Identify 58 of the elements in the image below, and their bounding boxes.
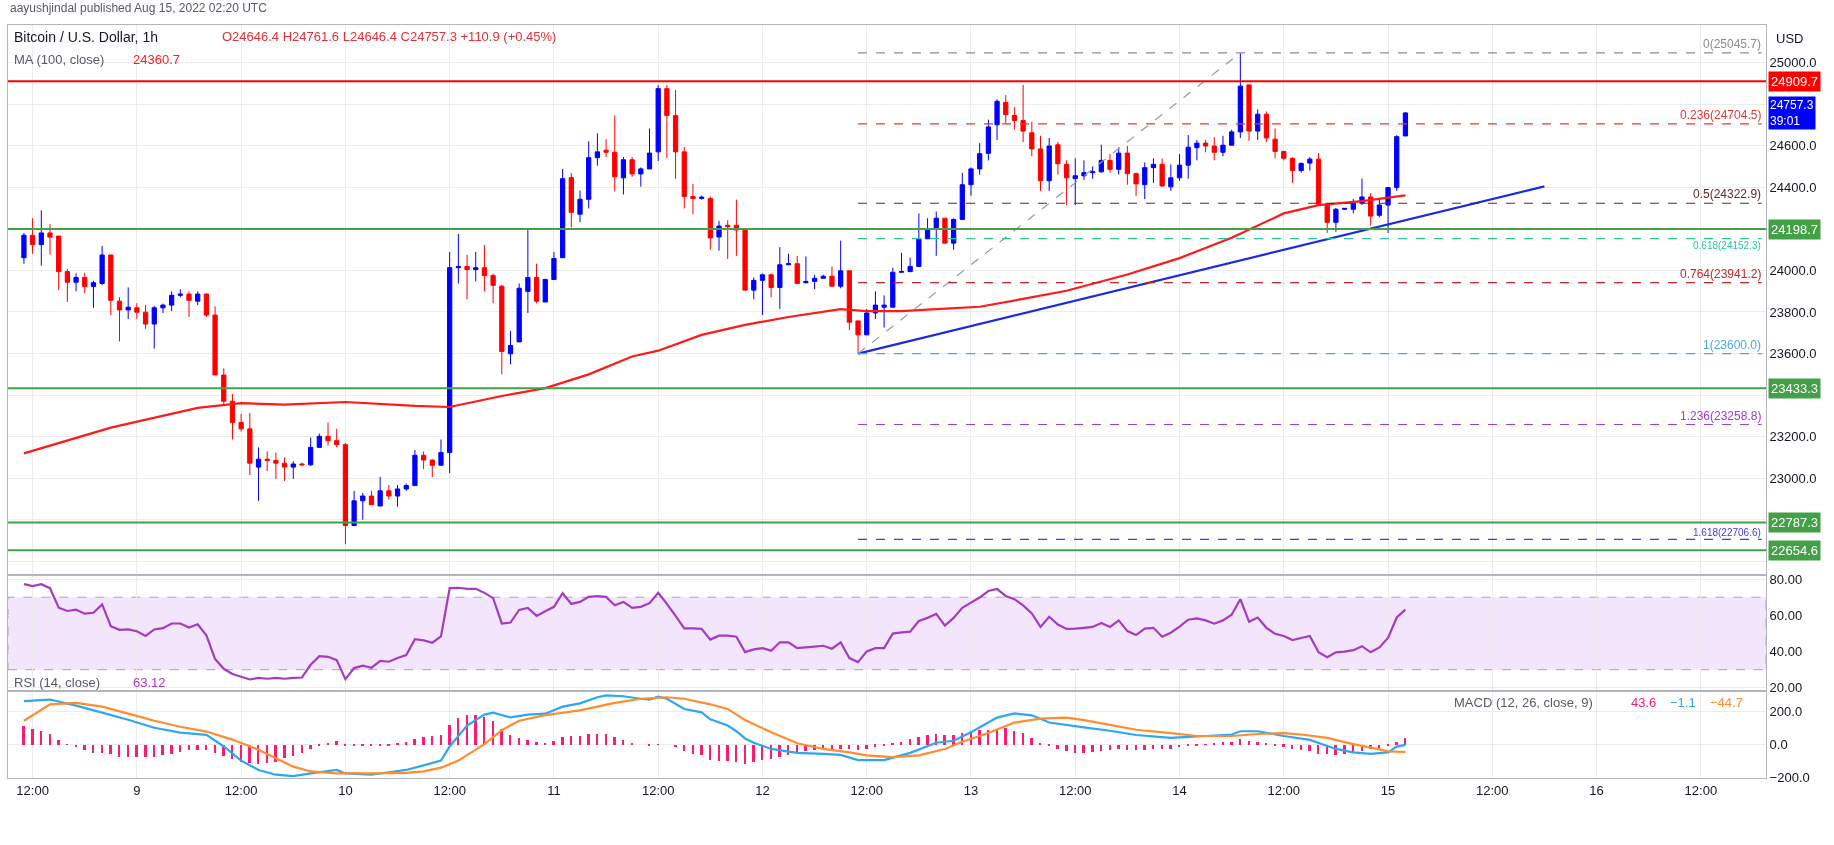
x-tick-label: 12 — [755, 782, 770, 798]
y-tick-label: 23800.0 — [1769, 304, 1817, 320]
chart-subtitle: O24646.4 H24761.6 L24646.4 C24757.3 +110.9 (+0.45%) — [222, 29, 557, 44]
y-tick-label: 200.0 — [1769, 704, 1803, 720]
y-tick-label: 20.00 — [1769, 680, 1803, 696]
annotation: −44.7 — [1710, 695, 1743, 710]
series-label: 0.618(24152.3) — [1693, 240, 1761, 251]
annotation: 24360.7 — [133, 52, 180, 67]
y-tick-label: 23600.0 — [1769, 346, 1817, 362]
x-tick-label: 12:00 — [224, 782, 258, 798]
text: aayushjindal published Aug 15, 2022 02:20 UTC — [10, 1, 268, 15]
ref-line-label: 22787.3 — [1771, 515, 1818, 530]
series-label: 0.764(23941.2) — [1680, 267, 1762, 281]
ref-line-label: 24909.7 — [1771, 74, 1818, 89]
y-tick-label: 0.0 — [1769, 737, 1788, 753]
x-tick-label: 10 — [338, 782, 353, 798]
x-tick-label: 9 — [133, 782, 141, 798]
y-tick-label: 80.00 — [1769, 571, 1803, 587]
y-tick-label: 24000.0 — [1769, 262, 1817, 278]
x-tick-label: 12:00 — [16, 782, 49, 798]
annotation: 43.6 — [1631, 695, 1657, 710]
series-label: 1.618(22706.6) — [1693, 527, 1761, 538]
x-tick-label: 11 — [547, 782, 561, 798]
ref-line-label: 22654.6 — [1771, 543, 1818, 558]
x-tick-label: 12:00 — [1684, 782, 1718, 798]
x-tick-label: 12:00 — [641, 782, 675, 798]
series-label: 1.236(23258.8) — [1680, 409, 1762, 423]
y-tick-label: 60.00 — [1769, 607, 1803, 623]
x-tick-label: 16 — [1589, 782, 1604, 798]
annotation: −1.1 — [1670, 695, 1696, 710]
x-tick-label: 12:00 — [433, 782, 466, 798]
x-tick-label: 12:00 — [1267, 782, 1301, 798]
series-label: 1(23600.0) — [1703, 338, 1762, 352]
annotation: MA (100, close) — [14, 52, 105, 67]
x-tick-label: 12:00 — [1058, 782, 1092, 798]
x-tick-label: 12:00 — [1476, 782, 1509, 798]
y-tick-label: −200.0 — [1769, 770, 1810, 786]
y-tick-label: 24400.0 — [1769, 179, 1817, 195]
annotation: RSI (14, close) — [14, 675, 100, 690]
y-axis-title: USD — [1776, 31, 1804, 46]
x-tick-label: 13 — [963, 782, 979, 798]
chart-title: Bitcoin / U.S. Dollar, 1h — [14, 29, 158, 45]
annotation: 63.12 — [133, 675, 166, 690]
series-label: 0.5(24322.9) — [1693, 187, 1762, 201]
x-tick-label: 14 — [1172, 782, 1187, 798]
y-tick-label: 23200.0 — [1769, 429, 1817, 445]
series-label: 0(25045.7) — [1703, 37, 1762, 51]
annotation: MACD (12, 26, close, 9) — [1454, 695, 1593, 710]
ref-line-label: 24198.7 — [1771, 222, 1818, 237]
x-tick-label: 15 — [1380, 782, 1396, 798]
y-tick-label: 24600.0 — [1769, 138, 1817, 154]
y-tick-label: 40.00 — [1769, 644, 1803, 660]
x-tick-label: 12:00 — [850, 782, 883, 798]
y-tick-label: 23000.0 — [1769, 470, 1817, 486]
series-label: 0.236(24704.5) — [1680, 108, 1762, 122]
y-tick-label: 25000.0 — [1769, 54, 1817, 70]
text: 24757.3 39:01 — [1770, 98, 1814, 128]
ref-line-label: 23433.3 — [1771, 381, 1818, 396]
